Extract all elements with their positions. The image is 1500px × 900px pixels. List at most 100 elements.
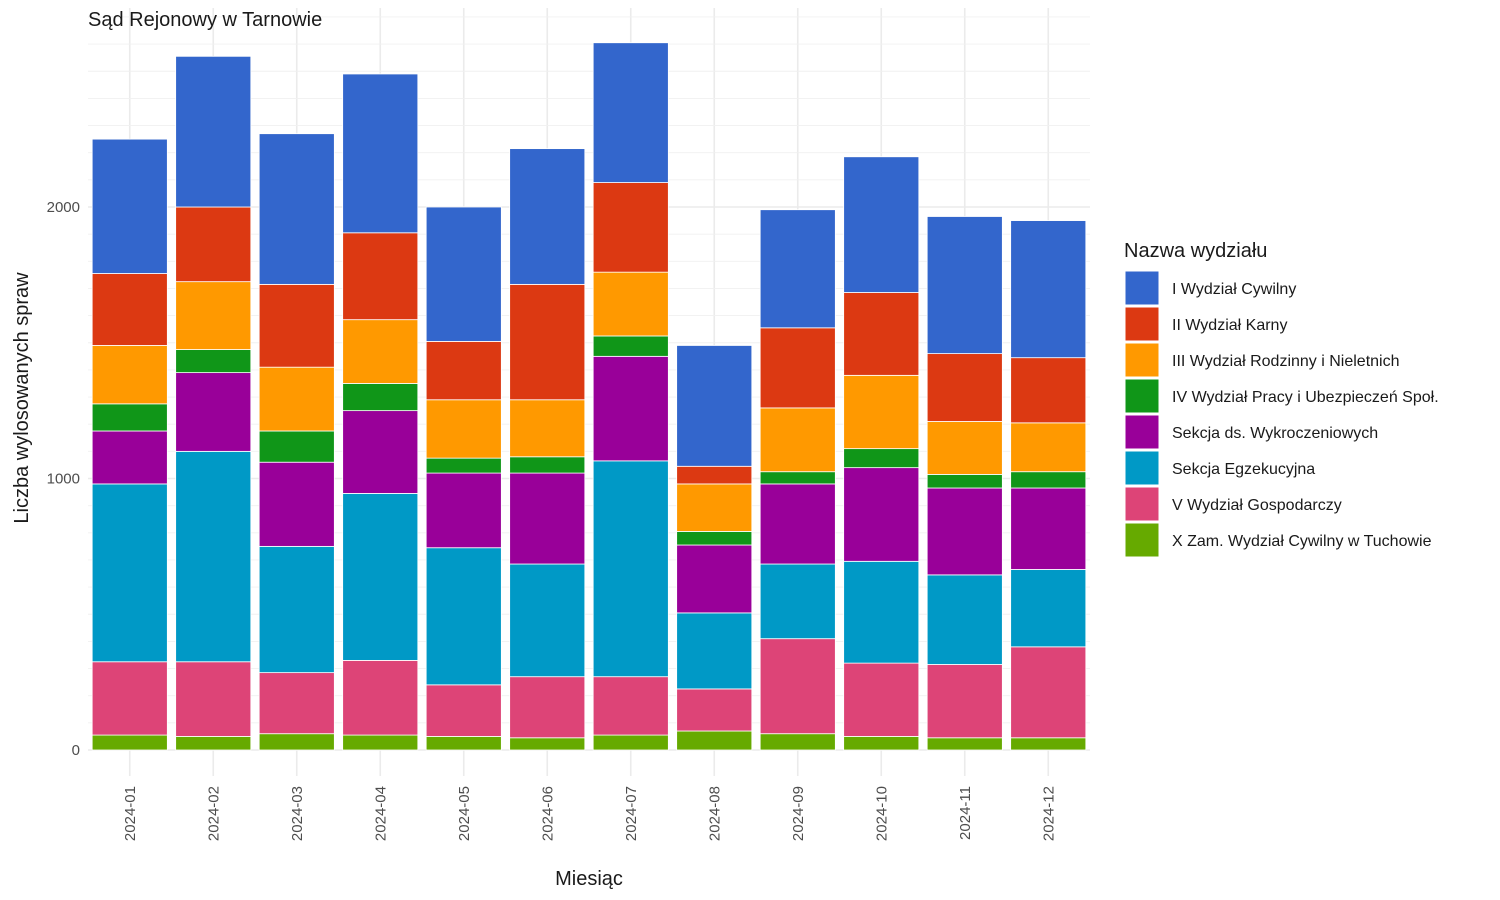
bar-segment [425, 340, 502, 401]
bar-segment [1010, 220, 1087, 359]
bar-segment [592, 355, 669, 462]
legend-label: V Wydział Gospodarczy [1172, 497, 1342, 514]
bar-segment [509, 148, 586, 285]
legend-title: Nazwa wydziału [1124, 240, 1267, 262]
bars [91, 42, 1087, 751]
bar-segment [91, 138, 168, 274]
bar-segment [676, 544, 753, 614]
bar-segment [258, 672, 335, 735]
x-tick-label: 2024-11 [957, 786, 974, 840]
legend-swatch [1124, 270, 1160, 306]
legend-swatch [1124, 342, 1160, 378]
x-axis-title: Miesiąc [555, 868, 623, 890]
bar-segment [258, 133, 335, 285]
x-tick-label: 2024-09 [790, 786, 807, 841]
bar-segment [592, 734, 669, 751]
bar-segment [509, 283, 586, 401]
legend-swatch [1124, 306, 1160, 342]
bar-segment [342, 232, 419, 321]
x-tick-label: 2024-08 [706, 786, 723, 841]
legend-label: Sekcja ds. Wykroczeniowych [1172, 425, 1378, 442]
bar-segment [425, 472, 502, 549]
bar-segment [175, 372, 252, 452]
bar-segment [91, 430, 168, 485]
bar-segment [759, 471, 836, 485]
grid [88, 8, 1090, 776]
bar-segment [91, 661, 168, 736]
bar-segment [258, 733, 335, 751]
bar-segment [843, 448, 920, 469]
bar-segment [592, 271, 669, 337]
bar-segment [926, 664, 1003, 739]
bar-segment [926, 353, 1003, 422]
bar-segment [342, 319, 419, 384]
bar-segment [759, 407, 836, 473]
bar-segment [91, 273, 168, 346]
legend-label: II Wydział Karny [1172, 317, 1287, 334]
legend-swatch [1124, 414, 1160, 450]
bar-segment [258, 545, 335, 674]
bar-segment [926, 216, 1003, 355]
bar-segment [843, 736, 920, 751]
bar-segment [759, 638, 836, 735]
bar-segment [509, 737, 586, 751]
x-tick-label: 2024-03 [289, 786, 306, 841]
bar-segment [676, 730, 753, 751]
bar-segment [592, 335, 669, 357]
legend-label: I Wydział Cywilny [1172, 281, 1296, 298]
bar-segment [425, 206, 502, 342]
bar-segment [509, 399, 586, 458]
bar-segment [91, 345, 168, 405]
bar-segment [425, 684, 502, 737]
x-tick-label: 2024-04 [372, 786, 389, 841]
x-tick-label: 2024-05 [456, 786, 473, 841]
chart-title: Sąd Rejonowy w Tarnowie [88, 9, 322, 31]
bar-segment [843, 292, 920, 376]
bar-segment [91, 483, 168, 663]
bar-segment [926, 737, 1003, 751]
bar-segment [425, 547, 502, 686]
y-tick-label: 2000 [47, 199, 80, 216]
bar-segment [258, 366, 335, 432]
x-tick-label: 2024-10 [873, 786, 890, 841]
y-tick-label: 1000 [47, 471, 80, 488]
bar-segment [843, 156, 920, 293]
bar-segment [676, 345, 753, 467]
y-axis-title: Liczba wylosowanych spraw [11, 272, 33, 524]
x-tick-label: 2024-07 [623, 786, 640, 841]
y-tick-label: 0 [72, 742, 80, 759]
legend-label: III Wydział Rodzinny i Nieletnich [1172, 353, 1400, 370]
bar-segment [175, 736, 252, 751]
bar-segment [926, 421, 1003, 475]
bar-segment [592, 460, 669, 678]
bar-segment [843, 467, 920, 562]
bar-segment [342, 383, 419, 412]
bar-segment [926, 474, 1003, 489]
bar-segment [425, 457, 502, 474]
bar-segment [926, 574, 1003, 665]
bar-segment [676, 531, 753, 546]
bar-segment [843, 374, 920, 450]
bar-segment [175, 349, 252, 374]
bar-segment [843, 560, 920, 664]
bar-segment [342, 734, 419, 751]
bar-segment [342, 410, 419, 494]
x-tick-label: 2024-12 [1040, 786, 1057, 841]
bar-segment [676, 483, 753, 532]
bar-segment [759, 209, 836, 329]
bar-segment [1010, 487, 1087, 570]
bar-segment [592, 42, 669, 183]
bar-segment [1010, 422, 1087, 473]
bar-segment [509, 676, 586, 739]
bar-segment [1010, 646, 1087, 739]
legend: Nazwa wydziału I Wydział Cywilny II Wydzi… [1124, 240, 1439, 558]
bar-segment [425, 736, 502, 751]
bar-segment [759, 327, 836, 409]
legend-label: X Zam. Wydział Cywilny w Tuchowie [1172, 533, 1432, 550]
bar-segment [175, 206, 252, 283]
bar-segment [1010, 357, 1087, 424]
legend-label: Sekcja Egzekucyjna [1172, 461, 1315, 478]
bar-segment [759, 483, 836, 565]
x-tick-label: 2024-01 [122, 786, 139, 841]
